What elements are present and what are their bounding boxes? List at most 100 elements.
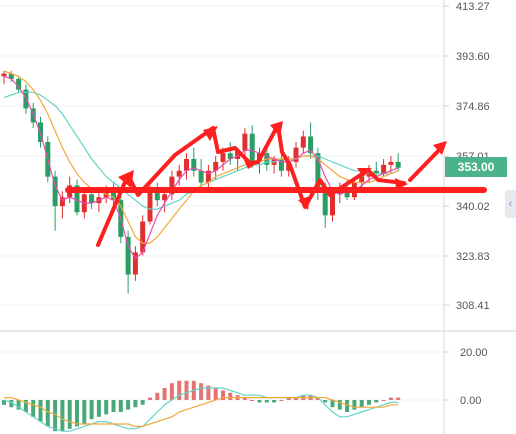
candle-body bbox=[184, 158, 189, 171]
macd-bar bbox=[67, 400, 72, 429]
arrowhead-5-icon bbox=[298, 196, 310, 210]
ma-mid-line bbox=[3, 70, 399, 244]
candle-body bbox=[89, 194, 95, 204]
macd-bar bbox=[221, 390, 225, 400]
macd-bar bbox=[177, 380, 182, 400]
macd-bar bbox=[228, 392, 233, 400]
candle-body bbox=[16, 78, 22, 90]
macd-dea-line bbox=[4, 397, 399, 427]
macd-bar bbox=[323, 400, 328, 403]
candle-body bbox=[220, 153, 226, 162]
macd-bar bbox=[89, 400, 94, 420]
arrowhead-7-icon bbox=[395, 178, 408, 190]
arrowhead-1-icon bbox=[118, 170, 134, 188]
candle-body bbox=[293, 147, 299, 162]
macd-bar bbox=[388, 397, 393, 400]
candle-body bbox=[140, 221, 146, 253]
drawn-annotations bbox=[65, 121, 487, 247]
price-tick-label: 308.41 bbox=[456, 300, 490, 312]
macd-bar bbox=[374, 400, 379, 403]
macd-bar bbox=[82, 400, 87, 424]
macd-bar bbox=[381, 400, 386, 401]
macd-bar bbox=[330, 400, 335, 408]
projection-arrow bbox=[408, 144, 445, 182]
candle-body bbox=[162, 194, 168, 201]
indicator-tick-labels: 20.00 0.00 bbox=[460, 347, 488, 407]
last-price-badge: 353.00 bbox=[445, 157, 507, 177]
side-panel-toggle[interactable]: ‹ bbox=[505, 190, 516, 218]
candle-body bbox=[176, 170, 182, 177]
candle-body bbox=[1, 73, 7, 77]
macd-bar bbox=[104, 400, 109, 415]
candlestick-series bbox=[1, 70, 401, 294]
macd-bar bbox=[242, 397, 247, 400]
macd-bar bbox=[272, 400, 277, 403]
candle-body bbox=[154, 191, 160, 201]
candle-body bbox=[308, 136, 314, 154]
candle-body bbox=[315, 153, 321, 192]
candle-body bbox=[373, 170, 379, 174]
candle-body bbox=[111, 188, 116, 201]
candle-body bbox=[388, 161, 394, 165]
macd-bar bbox=[294, 397, 298, 400]
candle-body bbox=[330, 194, 335, 216]
macd-bar bbox=[9, 400, 14, 408]
macd-bar bbox=[126, 400, 131, 410]
macd-bar bbox=[184, 380, 189, 400]
macd-bar bbox=[257, 400, 262, 403]
macd-bar bbox=[345, 400, 350, 412]
candle-body bbox=[191, 158, 197, 171]
macd-bar bbox=[75, 400, 79, 427]
price-tick-label: 323.83 bbox=[456, 251, 490, 263]
macd-bar bbox=[31, 400, 36, 417]
macd-bar bbox=[96, 400, 101, 417]
trend-arrow-path bbox=[96, 123, 406, 247]
macd-histogram bbox=[2, 380, 401, 432]
candle-body bbox=[52, 176, 58, 207]
candle-body bbox=[381, 164, 387, 174]
macd-bar bbox=[315, 397, 320, 400]
candle-body bbox=[59, 197, 65, 207]
macd-bar bbox=[359, 400, 364, 408]
macd-bar bbox=[169, 383, 174, 400]
macd-bar bbox=[60, 400, 65, 432]
macd-dif-line bbox=[3, 387, 399, 432]
macd-bar bbox=[53, 400, 58, 432]
candle-body bbox=[147, 191, 153, 222]
macd-bar bbox=[16, 400, 21, 410]
macd-bar bbox=[148, 397, 152, 400]
macd-bar bbox=[279, 400, 284, 401]
candle-body bbox=[169, 176, 175, 195]
macd-bar bbox=[155, 392, 160, 400]
arrowhead-2-icon bbox=[203, 126, 218, 141]
arrowhead-8-icon bbox=[433, 141, 447, 155]
price-tick-label: 374.86 bbox=[456, 101, 490, 113]
candle-body bbox=[198, 170, 204, 183]
candle-body bbox=[125, 236, 131, 275]
candle-body bbox=[213, 161, 219, 171]
macd-bar bbox=[2, 400, 6, 405]
macd-bar bbox=[118, 400, 123, 412]
macd-lines bbox=[3, 387, 399, 432]
candle-body bbox=[235, 150, 241, 159]
candle-body bbox=[242, 133, 248, 151]
price-tick-label: 340.02 bbox=[456, 201, 490, 213]
candle-body bbox=[74, 185, 80, 213]
macd-bar bbox=[23, 400, 28, 412]
macd-bar bbox=[213, 388, 218, 400]
candle-body bbox=[227, 153, 233, 159]
macd-bar bbox=[162, 388, 167, 400]
macd-bar bbox=[38, 400, 43, 422]
arrowhead-3-icon bbox=[244, 160, 258, 169]
macd-bar bbox=[337, 400, 342, 410]
candle-body bbox=[132, 252, 138, 275]
macd-bar bbox=[286, 397, 291, 400]
macd-bar bbox=[140, 400, 145, 405]
candle-body bbox=[359, 176, 365, 183]
macd-bar bbox=[250, 400, 255, 401]
candle-body bbox=[249, 133, 255, 162]
price-tick-label: 413.27 bbox=[456, 1, 490, 13]
candle-body bbox=[300, 136, 306, 148]
